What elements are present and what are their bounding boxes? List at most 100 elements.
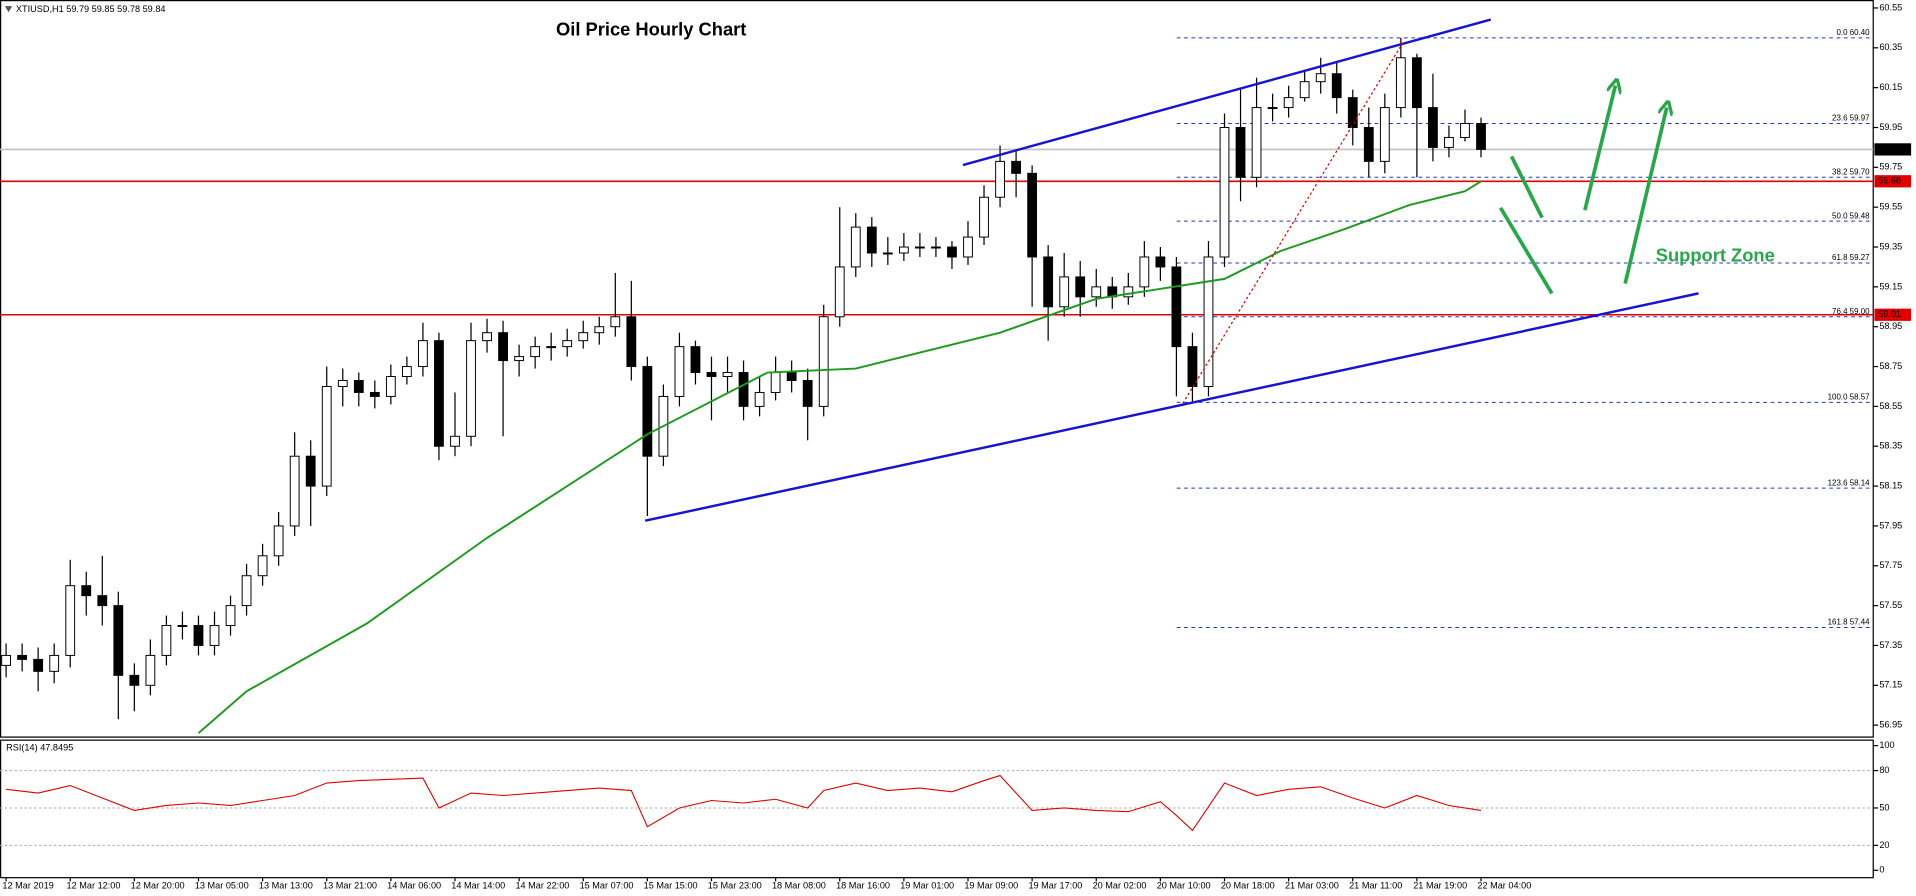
candle-body: [273, 525, 284, 557]
x-tick-label: 14 Mar 22:00: [515, 881, 569, 891]
lower-trend-line: [644, 292, 1699, 522]
candle-body: [193, 625, 204, 646]
arrow: [1498, 206, 1554, 295]
y-tick-label: 50: [1879, 802, 1889, 812]
candle-body: [1219, 127, 1230, 258]
candle-body: [97, 595, 108, 607]
y-tick-label: 60.55: [1879, 2, 1902, 12]
candle-body: [706, 372, 717, 378]
candle-body: [818, 316, 829, 407]
candle-body: [482, 332, 492, 342]
candle-body: [1, 654, 11, 666]
candle-body: [65, 585, 76, 656]
y-tick-label: 58.35: [1879, 441, 1902, 451]
y-tick-label: 0: [1879, 865, 1884, 875]
candle-body: [1187, 346, 1198, 387]
candle-body: [289, 455, 300, 527]
y-tick-label: 58.75: [1879, 361, 1902, 371]
candle-body: [1379, 107, 1390, 162]
candle-body: [1059, 276, 1070, 308]
candle-body: [770, 372, 781, 393]
candle-body: [113, 605, 124, 676]
candle-body: [1203, 256, 1214, 387]
candle-body: [466, 340, 476, 437]
candle-body: [434, 340, 444, 447]
y-tick-label: 100: [1879, 740, 1894, 750]
x-tick-label: 21 Mar 19:00: [1413, 881, 1467, 891]
candle-body: [369, 391, 380, 397]
price-box-label: 59.01: [1878, 309, 1901, 319]
y-tick-label: 80: [1879, 765, 1889, 775]
x-tick-label: 12 Mar 12:00: [67, 881, 121, 891]
y-tick-label: 20: [1879, 840, 1889, 850]
x-tick-label: 14 Mar 06:00: [387, 881, 441, 891]
x-tick-label: 20 Mar 18:00: [1221, 881, 1275, 891]
x-tick-label: 21 Mar 11:00: [1349, 881, 1402, 891]
candle-body: [1155, 256, 1166, 268]
candle-body: [1299, 81, 1310, 99]
candle-body: [81, 585, 92, 597]
chart-header: XTIUSD,H1 59.79 59.85 59.78 59.84: [16, 4, 166, 14]
candle-body: [161, 625, 172, 656]
candle-body: [1315, 73, 1326, 83]
candle-body: [690, 346, 701, 374]
x-tick-label: 15 Mar 15:00: [644, 881, 698, 891]
arrow: [1583, 86, 1616, 211]
x-tick-label: 18 Mar 08:00: [772, 881, 826, 891]
candle-body: [305, 455, 316, 487]
y-tick-label: 58.15: [1879, 481, 1902, 491]
fib-label: 38.2 59.70: [1832, 168, 1870, 177]
candle-body: [145, 654, 156, 686]
y-tick-label: 60.15: [1879, 82, 1902, 92]
candle-body: [995, 160, 1005, 198]
price-box: [1874, 308, 1912, 321]
fib-label: 61.8 59.27: [1832, 253, 1870, 262]
symbol-icon: [4, 6, 13, 13]
annotations: [4, 6, 1699, 522]
candle-body: [1444, 136, 1454, 148]
candle-body: [418, 340, 428, 368]
fib-label: 50.0 59.48: [1832, 211, 1870, 220]
candle-body: [225, 605, 236, 627]
candle-body: [594, 326, 605, 334]
fib-label: 100.0 58.57: [1828, 393, 1871, 402]
x-tick-label: 22 Mar 04:00: [1477, 881, 1531, 891]
fib-label: 76.4 59.00: [1832, 307, 1870, 316]
candle-body: [241, 575, 252, 607]
candle-body: [1395, 57, 1406, 109]
candle-body: [738, 372, 749, 407]
candle-body: [1347, 97, 1358, 128]
y-tick-label: 58.95: [1879, 321, 1902, 331]
x-tick-label: 15 Mar 07:00: [580, 881, 634, 891]
candle-body: [1476, 123, 1486, 150]
candle-body: [626, 316, 637, 368]
candle-body: [1171, 266, 1182, 348]
candle-body: [898, 246, 909, 254]
y-tick-label: 57.75: [1879, 560, 1902, 570]
candle-body: [514, 356, 525, 362]
candle-body: [321, 385, 332, 487]
y-tick-label: 60.35: [1879, 42, 1902, 52]
candle-body: [1043, 256, 1054, 308]
candle-body: [834, 266, 845, 318]
price-box: [1874, 143, 1912, 156]
x-tick-label: 13 Mar 05:00: [195, 881, 249, 891]
candle-body: [786, 372, 797, 381]
x-tick-label: 20 Mar 10:00: [1157, 881, 1211, 891]
candle-body: [546, 346, 557, 349]
y-tick-label: 57.35: [1879, 640, 1902, 650]
candle-body: [963, 236, 973, 258]
fib-label: 161.8 57.44: [1828, 618, 1871, 627]
candle-body: [1139, 256, 1150, 288]
arrow: [1509, 155, 1544, 219]
main-panel: [0, 0, 1874, 738]
rsi-plot: [0, 770, 1874, 846]
candle-body: [17, 654, 28, 660]
fib-label: 0.0 60.40: [1836, 28, 1870, 37]
x-tick-label: 19 Mar 01:00: [900, 881, 954, 891]
x-tick-label: 20 Mar 02:00: [1093, 881, 1147, 891]
fib-label: 123.6 58.14: [1828, 478, 1871, 487]
